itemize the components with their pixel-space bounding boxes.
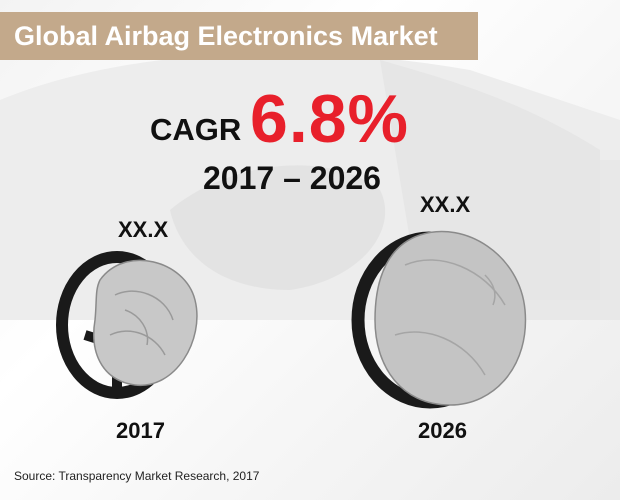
source-note: Source: Transparency Market Research, 20… [14, 469, 260, 483]
background-car-interior-image [0, 53, 620, 320]
cagr-label: CAGR [150, 112, 242, 147]
data-label-2026: XX.X [420, 192, 471, 217]
airbag-2017-illustration [56, 251, 198, 399]
title-bar: Global Airbag Electronics Market [0, 12, 478, 60]
chart-title: Global Airbag Electronics Market [14, 21, 438, 51]
airbag-2026-illustration [351, 230, 527, 409]
data-label-2017: XX.X [118, 217, 169, 242]
category-label-2017: 2017 [116, 418, 165, 443]
category-label-2026: 2026 [418, 418, 467, 443]
cagr-value: 6.8% [250, 81, 409, 157]
cagr-period: 2017 – 2026 [203, 160, 381, 196]
